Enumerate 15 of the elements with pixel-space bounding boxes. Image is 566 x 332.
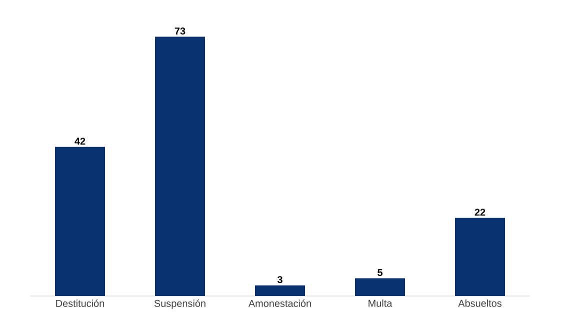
bar — [455, 218, 505, 296]
data-label: 3 — [277, 276, 282, 284]
x-tick-label: Suspensión — [154, 300, 206, 309]
bar — [355, 278, 405, 296]
data-label: 42 — [74, 138, 86, 145]
data-label: 5 — [378, 269, 382, 276]
data-label: 73 — [174, 27, 186, 35]
x-tick-label: Amonestación — [248, 300, 311, 307]
bar — [155, 36, 205, 296]
data-label: 22 — [474, 208, 486, 216]
x-tick-label: Absueltos — [458, 300, 502, 307]
x-tick-label: Destitución — [56, 300, 104, 307]
bar — [55, 146, 105, 296]
bar — [255, 285, 305, 296]
x-tick-label: Multa — [368, 300, 392, 307]
